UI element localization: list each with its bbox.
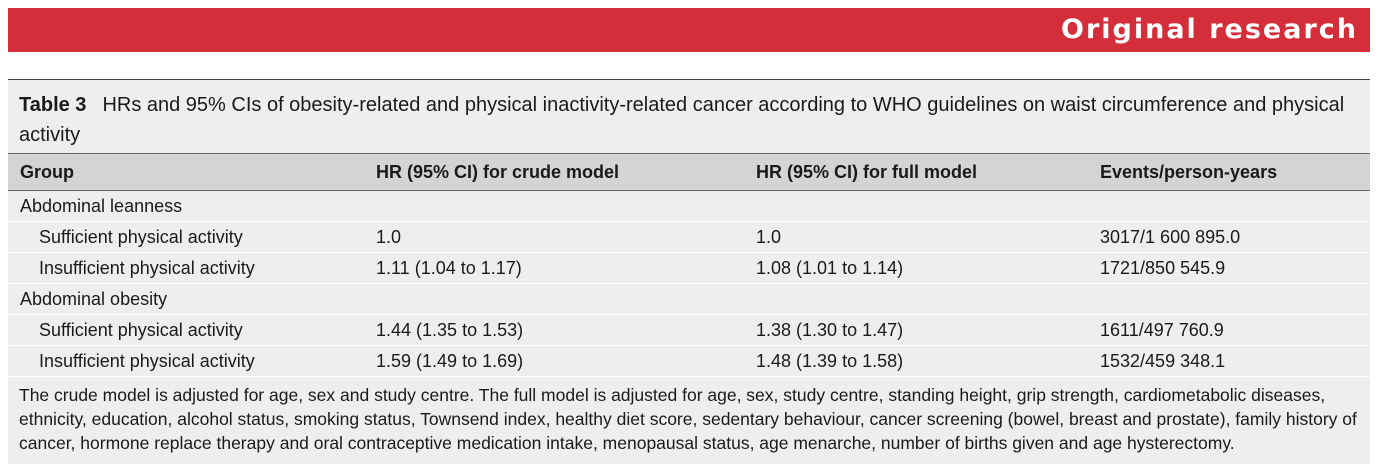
row-full-cell: 1.0 <box>756 227 782 247</box>
row-crude-cell: 1.11 (1.04 to 1.17) <box>376 258 522 278</box>
row-events-cell: 1721/850 545.9 <box>1100 258 1226 278</box>
table-row: Sufficient physical activity 1.0 1.0 301… <box>8 222 1370 253</box>
table-header-row: Group HR (95% CI) for crude model HR (95… <box>8 153 1370 191</box>
group-label: Abdominal obesity <box>20 289 168 309</box>
group-row-abdominal-leanness: Abdominal leanness <box>8 191 1370 222</box>
section-banner: Original research <box>8 8 1370 52</box>
header-full-model: HR (95% CI) for full model <box>756 162 978 182</box>
table-caption-text: HRs and 95% CIs of obesity-related and p… <box>19 94 1345 146</box>
row-group-cell: Sufficient physical activity <box>39 320 243 340</box>
table-row: Insufficient physical activity 1.11 (1.0… <box>8 253 1370 284</box>
header-crude-model: HR (95% CI) for crude model <box>376 162 620 182</box>
header-group: Group <box>20 162 74 182</box>
banner-title: Original research <box>1061 14 1358 45</box>
table-label: Table 3 <box>19 94 87 116</box>
row-crude-cell: 1.59 (1.49 to 1.69) <box>376 351 524 371</box>
table-caption: Table 3 HRs and 95% CIs of obesity-relate… <box>19 90 1349 150</box>
results-table: Table 3 HRs and 95% CIs of obesity-relate… <box>8 79 1370 464</box>
row-events-cell: 1532/459 348.1 <box>1100 351 1226 371</box>
row-full-cell: 1.38 (1.30 to 1.47) <box>756 320 904 340</box>
row-full-cell: 1.48 (1.39 to 1.58) <box>756 351 904 371</box>
row-group-cell: Insufficient physical activity <box>39 258 255 278</box>
table-row: Sufficient physical activity 1.44 (1.35 … <box>8 315 1370 346</box>
row-full-cell: 1.08 (1.01 to 1.14) <box>756 258 904 278</box>
group-label: Abdominal leanness <box>20 196 183 216</box>
row-group-cell: Insufficient physical activity <box>39 351 255 371</box>
table-row: Insufficient physical activity 1.59 (1.4… <box>8 346 1370 377</box>
group-row-abdominal-obesity: Abdominal obesity <box>8 284 1370 315</box>
row-events-cell: 1611/497 760.9 <box>1100 320 1224 340</box>
row-crude-cell: 1.44 (1.35 to 1.53) <box>376 320 524 340</box>
row-group-cell: Sufficient physical activity <box>39 227 243 247</box>
header-events: Events/person-years <box>1100 162 1278 182</box>
table-footnote: The crude model is adjusted for age, sex… <box>19 385 1357 453</box>
row-crude-cell: 1.0 <box>376 227 402 247</box>
row-events-cell: 3017/1 600 895.0 <box>1100 227 1241 247</box>
